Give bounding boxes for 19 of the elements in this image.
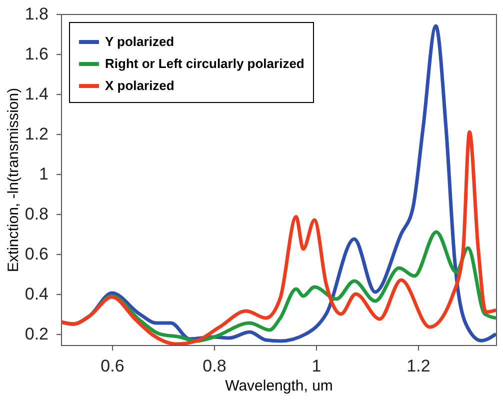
y-tick-label: 1 [39, 164, 48, 184]
y-tick-label: 1.8 [24, 4, 48, 24]
x-tick-label: 1.2 [406, 356, 430, 376]
x-tick-label: 0.8 [202, 356, 226, 376]
y-axis-title: Extinction, -ln(transmission) [4, 88, 22, 272]
y-tick-label: 0.8 [24, 204, 48, 224]
y-tick-label: 0.4 [24, 284, 48, 304]
y-tick-label: 0.2 [24, 324, 48, 344]
x-tick-label: 0.6 [100, 356, 124, 376]
legend-label: X polarized [105, 78, 174, 93]
legend-label: Right or Left circularly polarized [105, 56, 304, 71]
y-tick-label: 1.2 [24, 124, 48, 144]
line-series [61, 130, 496, 345]
y-tick-label: 0.6 [24, 244, 48, 264]
x-tick-label: 1 [312, 356, 322, 376]
y-tick-label: 1.6 [24, 44, 48, 64]
legend-label: Y polarized [105, 34, 174, 49]
y-tick-label: 1.4 [24, 84, 48, 104]
x-axis-title: Wavelength, um [225, 378, 333, 394]
